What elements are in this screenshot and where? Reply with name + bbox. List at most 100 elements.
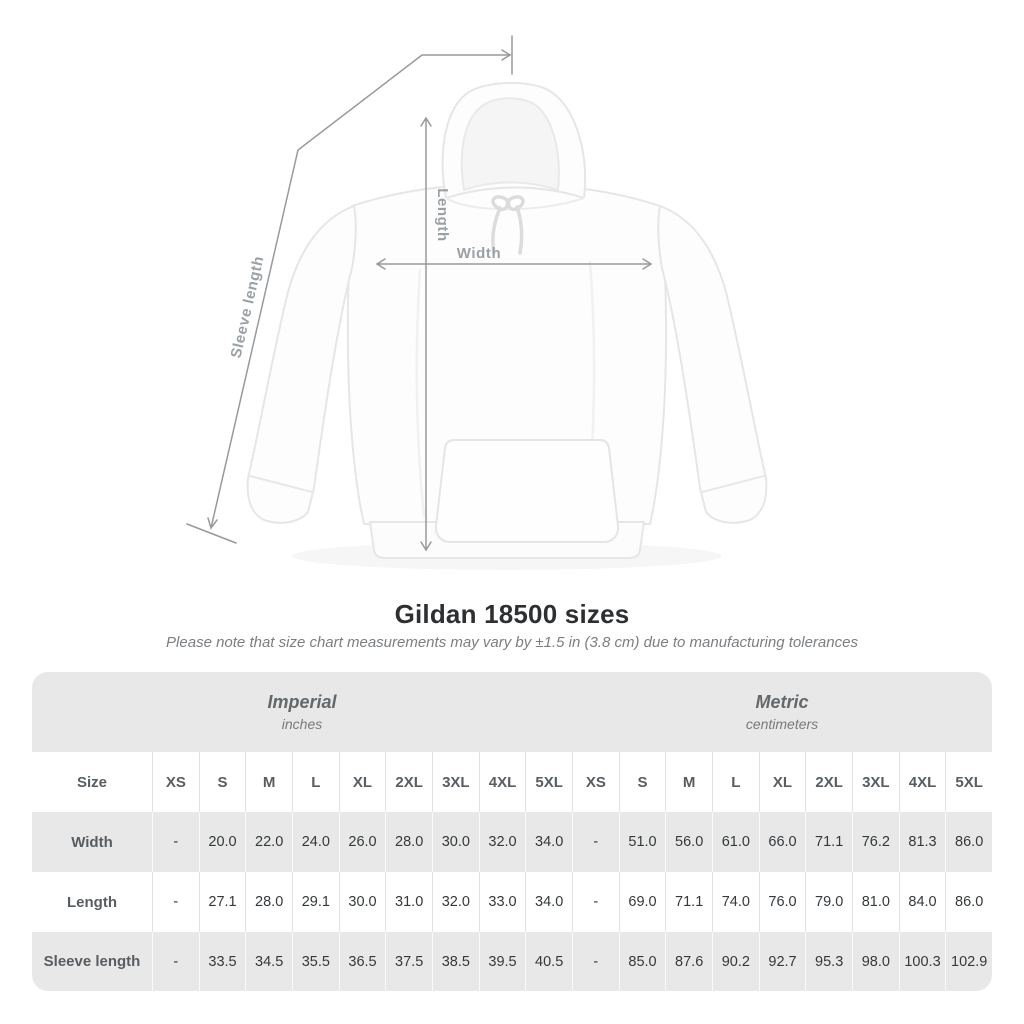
page-title: Gildan 18500 sizes — [394, 599, 630, 629]
size-header-row: Size XS S M L XL 2XL 3XL 4XL 5XL XS S M … — [32, 752, 992, 812]
table-cell: 31.0 — [385, 872, 432, 932]
table-cell: 76.2 — [852, 812, 899, 872]
table-cell: 38.5 — [432, 932, 479, 991]
width-arrow — [375, 258, 653, 270]
hoodie-drawstrings — [491, 195, 525, 255]
table-cell: 81.3 — [898, 812, 946, 872]
size-label-metric-4xl: 4XL — [898, 752, 946, 812]
sleeve-length-row: Sleeve length - 33.5 34.5 35.5 36.5 37.5… — [32, 932, 992, 991]
size-label-imperial-xs: XS — [152, 752, 199, 812]
table-cell: 36.5 — [338, 932, 386, 991]
table-cell: 32.0 — [478, 812, 526, 872]
table-cell: 84.0 — [898, 872, 946, 932]
table-cell: 71.1 — [805, 812, 852, 872]
table-cell: 92.7 — [758, 932, 806, 991]
table-cell: 51.0 — [618, 812, 666, 872]
size-label-metric-xl: XL — [758, 752, 806, 812]
table-cell: 34.0 — [525, 812, 572, 872]
table-cell: 37.5 — [385, 932, 432, 991]
table-cell: 90.2 — [712, 932, 759, 991]
size-label-imperial-s: S — [198, 752, 246, 812]
hoodie-neckline — [445, 197, 585, 211]
table-cell: 76.0 — [758, 872, 806, 932]
table-cell: - — [572, 812, 619, 872]
measurement-annotations — [186, 35, 653, 552]
size-label-metric-s: S — [618, 752, 666, 812]
table-cell: - — [152, 872, 199, 932]
tolerance-note: Please note that size chart measurements… — [166, 634, 858, 651]
hoodie-hood-opening — [460, 97, 560, 191]
hoodie-illustration — [246, 82, 768, 559]
hoodie-left-sleeve — [246, 205, 357, 524]
table-cell: 81.0 — [852, 872, 899, 932]
table-cell: 29.1 — [292, 872, 339, 932]
table-cell: 74.0 — [712, 872, 759, 932]
table-cell: - — [152, 812, 199, 872]
size-label-imperial-4xl: 4XL — [478, 752, 526, 812]
size-label-imperial-m: M — [245, 752, 292, 812]
size-label-imperial-l: L — [292, 752, 339, 812]
table-cell: 30.0 — [432, 812, 479, 872]
table-cell: 32.0 — [432, 872, 479, 932]
size-label-imperial-3xl: 3XL — [432, 752, 479, 812]
length-arrow — [420, 116, 432, 552]
sleeve-length-arrow — [186, 35, 513, 544]
width-row: Width - 20.0 22.0 24.0 26.0 28.0 30.0 32… — [32, 812, 992, 872]
table-cell: 87.6 — [665, 932, 712, 991]
width-label: Width — [457, 245, 502, 262]
table-cell: 95.3 — [805, 932, 852, 991]
imperial-name: Imperial — [267, 692, 337, 712]
table-cell: 86.0 — [945, 872, 992, 932]
table-cell: 34.5 — [245, 932, 292, 991]
table-cell: 98.0 — [852, 932, 899, 991]
table-cell: 66.0 — [758, 812, 806, 872]
size-label-metric-m: M — [665, 752, 712, 812]
imperial-header: Imperial inches — [32, 672, 572, 752]
table-cell: 20.0 — [198, 812, 246, 872]
table-cell: 40.5 — [525, 932, 572, 991]
size-column-header: Size — [76, 773, 107, 791]
hoodie-pocket — [434, 439, 620, 543]
table-cell: - — [152, 932, 199, 991]
table-cell: 28.0 — [385, 812, 432, 872]
table-cell: 56.0 — [665, 812, 712, 872]
table-cell: 22.0 — [245, 812, 292, 872]
length-row-label: Length — [67, 893, 117, 911]
sleeve-length-row-label: Sleeve length — [43, 953, 141, 970]
size-label-metric-2xl: 2XL — [805, 752, 852, 812]
length-row: Length - 27.1 28.0 29.1 30.0 31.0 32.0 3… — [32, 872, 992, 932]
size-label-metric-5xl: 5XL — [945, 752, 992, 812]
table-cell: 86.0 — [945, 812, 992, 872]
table-cell: 71.1 — [665, 872, 712, 932]
table-cell: 34.0 — [525, 872, 572, 932]
table-cell: 30.0 — [338, 872, 386, 932]
length-label: Length — [434, 188, 451, 242]
size-label-metric-l: L — [712, 752, 759, 812]
table-cell: 35.5 — [292, 932, 339, 991]
unit-header-row: Imperial inches Metric centimeters — [32, 672, 992, 752]
table-cell: 33.5 — [198, 932, 246, 991]
table-cell: 27.1 — [198, 872, 246, 932]
size-table: Imperial inches Metric centimeters Size … — [32, 672, 992, 991]
table-cell: 85.0 — [618, 932, 666, 991]
table-cell: - — [572, 932, 619, 991]
hoodie-measurement-diagram: Length Width Sleeve length — [186, 35, 768, 559]
table-cell: 61.0 — [712, 812, 759, 872]
hoodie-left-cuff-line — [249, 475, 313, 493]
table-cell: 39.5 — [478, 932, 526, 991]
size-label-imperial-2xl: 2XL — [385, 752, 432, 812]
hoodie-right-sleeve — [657, 205, 768, 524]
width-row-label: Width — [71, 833, 113, 851]
imperial-unit: inches — [281, 716, 323, 732]
table-cell: 102.9 — [945, 932, 992, 991]
table-cell: 28.0 — [245, 872, 292, 932]
metric-unit: centimeters — [745, 716, 819, 732]
metric-header: Metric centimeters — [572, 672, 992, 752]
metric-name: Metric — [755, 692, 809, 712]
size-label-metric-xs: XS — [572, 752, 619, 812]
table-cell: 33.0 — [478, 872, 526, 932]
table-cell: 79.0 — [805, 872, 852, 932]
table-cell: 100.3 — [898, 932, 946, 991]
hoodie-right-cuff-line — [701, 475, 765, 493]
